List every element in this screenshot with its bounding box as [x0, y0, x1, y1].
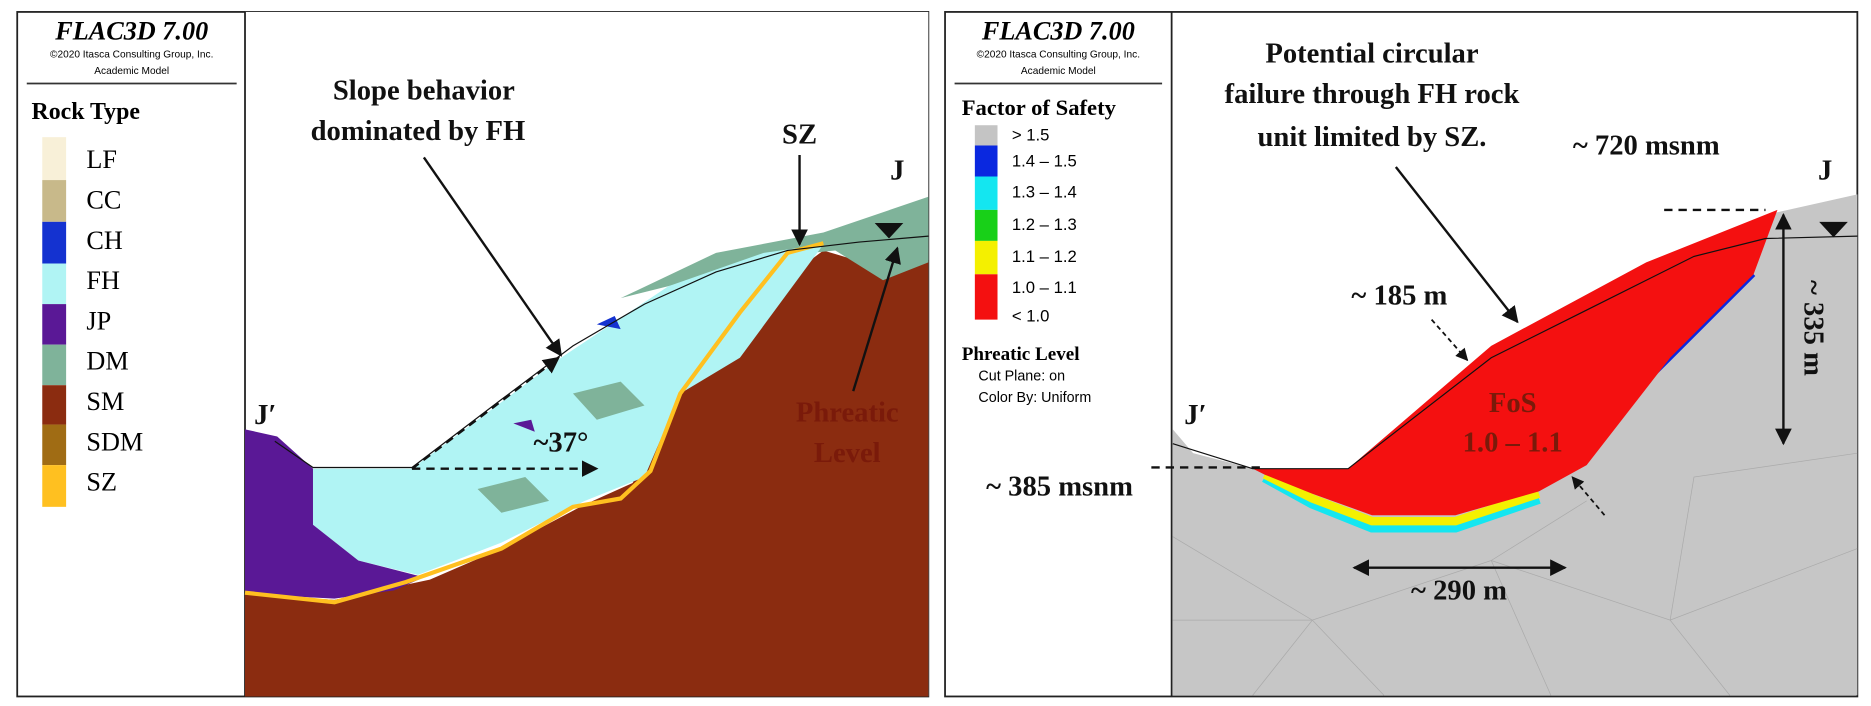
legend-label: FH [86, 266, 120, 295]
legend-label: CH [86, 226, 122, 255]
legend-labels: > 1.5 1.4 – 1.5 1.3 – 1.4 1.2 – 1.3 1.1 – 1.… [1012, 125, 1077, 325]
annotation: Phreatic [796, 397, 899, 429]
annotation: ~ 290 m [1411, 574, 1507, 606]
swatch [974, 125, 998, 146]
software-title: FLAC3D 7.00 [54, 16, 208, 45]
license: Academic Model [1021, 66, 1096, 77]
annotation: J [1818, 154, 1832, 186]
annotation: ~37° [534, 426, 589, 458]
annotation: Level [814, 437, 881, 469]
phreatic-line [1172, 235, 1858, 470]
legend-swatches [974, 125, 998, 320]
annotation: unit limited by SZ. [1258, 121, 1487, 153]
unit-fh [312, 244, 824, 575]
copyright: ©2020 Itasca Consulting Group, Inc. [977, 50, 1140, 61]
annotation: ~ 385 msnm [986, 471, 1133, 503]
legend-label: CC [86, 186, 121, 215]
legend-label: 1.0 – 1.1 [1012, 278, 1077, 297]
legend-label: 1.3 – 1.4 [1012, 183, 1077, 202]
annotation: SZ [782, 119, 817, 151]
legend-label: SM [86, 387, 124, 416]
swatch [42, 385, 67, 425]
legend-swatches [42, 137, 67, 507]
copyright: ©2020 Itasca Consulting Group, Inc. [50, 50, 213, 61]
annotation: dominated by FH [311, 115, 526, 147]
annotation: 1.0 – 1.1 [1463, 426, 1563, 458]
unit-ch [596, 316, 621, 330]
unit-sm [245, 250, 929, 697]
legend-label: LF [86, 145, 117, 174]
phreatic-setting: Cut Plane: on [978, 369, 1065, 385]
legend-title: Factor of Safety [962, 95, 1117, 120]
swatch [42, 221, 67, 264]
fos-rim [1262, 470, 1541, 526]
left-panel: FLAC3D 7.00 ©2020 Itasca Consulting Grou… [16, 11, 930, 698]
right-panel: FLAC3D 7.00 ©2020 Itasca Consulting Grou… [944, 11, 1859, 698]
annotation: Potential circular [1265, 38, 1478, 70]
annotation: ~ 335 m [1797, 280, 1829, 376]
annotation: J [890, 154, 904, 186]
software-title: FLAC3D 7.00 [981, 16, 1135, 45]
annotation: J′ [1184, 399, 1206, 431]
legend-label: JP [86, 306, 111, 335]
swatch [42, 424, 67, 466]
swatch [974, 274, 998, 320]
unit-jp-patch [513, 419, 535, 432]
shear-zone [244, 241, 824, 605]
license: Academic Model [94, 66, 169, 77]
unit-jp [245, 429, 424, 599]
legend-label: 1.2 – 1.3 [1012, 215, 1077, 234]
unit-dm-patch [572, 381, 645, 420]
swatch [974, 209, 998, 241]
swatch [42, 344, 67, 386]
legend-label: 1.1 – 1.2 [1012, 247, 1077, 266]
phreatic-symbol [874, 223, 904, 239]
legend-label: SDM [86, 427, 143, 456]
arrow [852, 246, 901, 392]
swatch [42, 465, 67, 507]
geology-section: Slope behavior dominated by FH SZ J Phre… [244, 11, 929, 697]
unit-dm [620, 196, 929, 299]
swatch [974, 145, 998, 177]
swatch [42, 137, 67, 181]
dashed-arrow [411, 356, 560, 470]
phreatic-symbol [1819, 221, 1848, 238]
annotation: Slope behavior [333, 75, 515, 107]
legend-title: Rock Type [32, 99, 140, 125]
legend-label: > 1.5 [1012, 125, 1050, 144]
annotation: ~ 720 msnm [1573, 129, 1720, 161]
legend-label: DM [86, 347, 128, 376]
phreatic-title: Phreatic Level [962, 344, 1080, 365]
unit-dm-patch [477, 477, 550, 513]
arrow [1430, 319, 1469, 362]
arrow [422, 156, 563, 357]
swatch [42, 180, 67, 222]
annotation: ~ 185 m [1351, 280, 1447, 312]
swatch [974, 240, 998, 275]
legend-label: 1.4 – 1.5 [1012, 152, 1077, 171]
swatch [974, 176, 998, 210]
swatch [42, 304, 67, 345]
annotation: FoS [1489, 387, 1537, 419]
failure-mass [1252, 209, 1778, 516]
legend-label: SZ [86, 468, 117, 497]
arrow [1394, 166, 1519, 324]
swatch [42, 263, 67, 305]
legend-label: < 1.0 [1012, 307, 1050, 326]
phreatic-line [274, 235, 929, 469]
phreatic-setting: Color By: Uniform [978, 390, 1091, 406]
annotation: J′ [254, 399, 276, 431]
legend-labels: LF CC CH FH JP DM SM SDM SZ [86, 145, 143, 496]
annotation: failure through FH rock [1225, 78, 1520, 110]
fos-section: Potential circular failure through FH ro… [986, 11, 1858, 697]
